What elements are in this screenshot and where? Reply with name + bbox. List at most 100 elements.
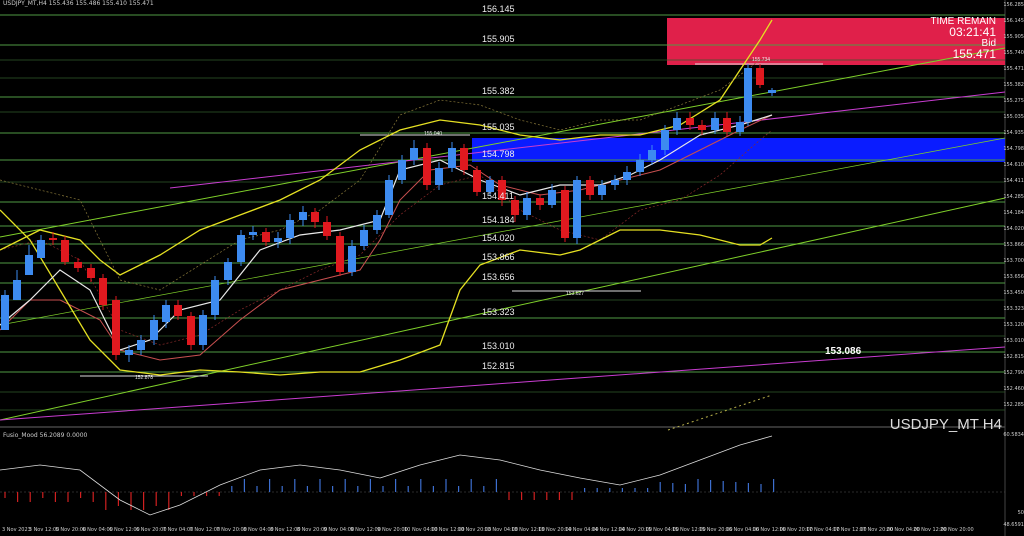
resistance-zone[interactable] xyxy=(667,18,1005,65)
level-label: 153.656 xyxy=(482,272,515,282)
price-axis-label: 153.450 xyxy=(1003,290,1024,296)
envelope-upper xyxy=(0,59,761,291)
date-axis-label: 13 Nov 12:00 xyxy=(511,527,545,533)
trendline-purple-lower xyxy=(0,346,1006,421)
trendline-upper xyxy=(0,47,1006,238)
candle-body xyxy=(736,122,744,132)
candle-body xyxy=(448,148,456,168)
candle-body xyxy=(262,232,270,242)
time-remain-value: 03:21:41 xyxy=(949,25,996,39)
date-axis-label: 8 Nov 20:00 xyxy=(296,527,328,533)
candle-body xyxy=(661,130,669,150)
candle-body xyxy=(511,200,519,215)
candle-body xyxy=(299,212,307,220)
candle-body xyxy=(13,280,21,300)
date-axis-label: 20 Nov 12:00 xyxy=(913,527,947,533)
candle-body xyxy=(698,125,706,130)
candle-body xyxy=(336,236,344,272)
price-axis-label: 152.285 xyxy=(1003,402,1024,408)
candle-body xyxy=(373,215,381,230)
candle-body xyxy=(249,232,257,235)
candle-body xyxy=(398,160,406,180)
level-label: 155.382 xyxy=(482,86,515,96)
date-axis-label: 13 Nov 04:00 xyxy=(484,527,519,533)
date-axis-label: 16 Nov 20:00 xyxy=(779,527,813,533)
date-axis-label: 10 Nov 04:00 xyxy=(404,527,438,533)
indicator-header: Fusio_Mood 56.2089 0.0000 xyxy=(3,432,88,439)
bid-value: 155.471 xyxy=(952,47,996,61)
lower-band-outer xyxy=(0,129,773,346)
date-axis-label: 6 Nov 12:00 xyxy=(109,527,140,533)
price-axis-label: 153.323 xyxy=(1003,306,1024,312)
price-axis-label: 154.610 xyxy=(1003,162,1024,168)
trendline-purple-upper xyxy=(169,91,1006,189)
price-axis-label: 154.285 xyxy=(1003,194,1024,200)
candle-body xyxy=(137,340,145,350)
date-axis-label: 9 Nov 12:00 xyxy=(350,527,381,533)
candle-body xyxy=(187,316,195,345)
date-axis-label: 6 Nov 20:00 xyxy=(136,527,167,533)
level-label: 154.411 xyxy=(482,191,514,201)
candle-body xyxy=(756,68,764,85)
level-label: 154.020 xyxy=(482,233,515,243)
candle-body xyxy=(410,148,418,160)
price-axis-label: 155.382 xyxy=(1003,82,1024,88)
price-axis-label: 155.471 xyxy=(1003,66,1024,72)
trendline-mid xyxy=(0,137,1006,326)
high-label: 155.734 xyxy=(752,57,771,63)
indicator-axis-label: 48.6591 xyxy=(1003,522,1024,528)
candle-body xyxy=(636,160,644,172)
candle-body xyxy=(611,180,619,185)
price-axis-label: 156.145 xyxy=(1003,18,1024,24)
projection-line xyxy=(667,394,773,431)
candle-body xyxy=(561,190,569,238)
date-axis-label: 15 Nov 20:00 xyxy=(698,527,733,533)
date-axis-label: 14 Nov 20:00 xyxy=(618,527,653,533)
date-axis-label: 8 Nov 12:00 xyxy=(270,527,301,533)
candle-body xyxy=(311,212,319,222)
price-axis-label: 156.285 xyxy=(1003,2,1024,8)
price-axis-label: 155.740 xyxy=(1003,50,1024,56)
candle-body xyxy=(360,230,368,246)
candle-body xyxy=(423,148,431,185)
level-label: 154.184 xyxy=(482,215,515,225)
candle-body xyxy=(211,280,219,315)
candle-body xyxy=(460,148,468,170)
candle-body xyxy=(61,240,69,262)
level-label: 153.010 xyxy=(482,341,515,351)
price-axis-label: 154.411 xyxy=(1003,178,1024,184)
date-axis-label: 16 Nov 12:00 xyxy=(752,527,787,533)
candle-body xyxy=(125,350,133,355)
price-annotation: 153.086 xyxy=(825,346,862,357)
price-axis-label: 155.275 xyxy=(1003,98,1024,104)
date-axis-label: 3 Nov 2023 xyxy=(2,527,31,533)
candle-body xyxy=(536,198,544,205)
candle-body xyxy=(548,190,556,205)
candle-body xyxy=(49,238,57,240)
indicator-line xyxy=(0,435,773,516)
chart-header: USDJPY_MT,H4 155.436 155.486 155.410 155… xyxy=(3,0,154,7)
date-axis-label: 20 Nov 20:00 xyxy=(940,527,974,533)
date-axis-label: 8 Nov 04:00 xyxy=(243,527,274,533)
bid-label: Bid xyxy=(981,38,996,49)
candle-body xyxy=(435,168,443,185)
level-label: 156.145 xyxy=(482,4,515,14)
candle-body xyxy=(150,320,158,340)
candle-body xyxy=(648,150,656,160)
candle-body xyxy=(385,180,393,215)
candle-body xyxy=(286,220,294,238)
level-label: 152.815 xyxy=(482,361,515,371)
date-axis-label: 7 Nov 12:00 xyxy=(189,527,221,533)
price-axis-label: 154.935 xyxy=(1003,130,1024,136)
candle-body xyxy=(711,118,719,130)
trendline-lower xyxy=(0,197,1006,421)
level-label: 155.905 xyxy=(482,34,515,44)
price-axis-label: 154.020 xyxy=(1003,226,1024,232)
candle-body xyxy=(99,278,107,305)
low-label: 153.627 xyxy=(566,291,585,297)
candle-body xyxy=(573,180,581,238)
candle-body xyxy=(323,222,331,236)
demand-zone[interactable] xyxy=(472,138,1005,162)
candle-body xyxy=(623,172,631,180)
